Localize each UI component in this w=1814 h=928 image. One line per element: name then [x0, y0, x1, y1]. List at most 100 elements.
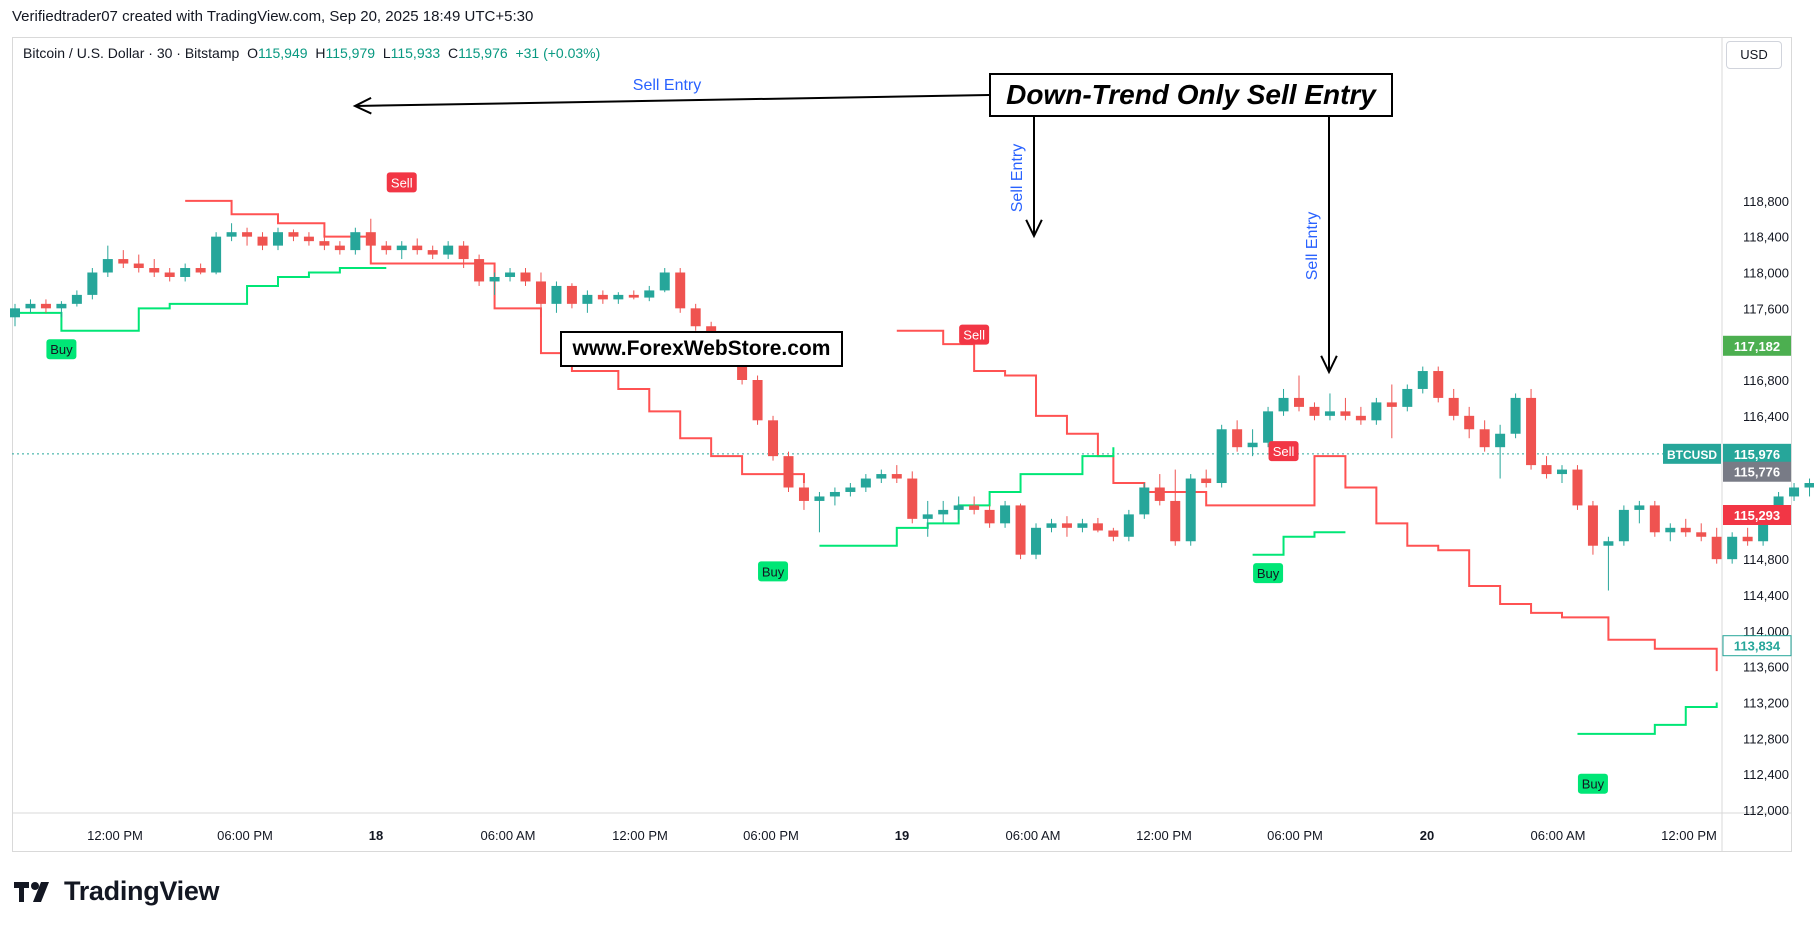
candle	[1665, 527, 1676, 533]
high-value: 115,979	[325, 45, 376, 61]
symbol-label[interactable]: Bitcoin / U.S. Dollar · 30 · Bitstamp	[23, 45, 240, 61]
candle	[87, 272, 98, 295]
sell-entry-label-3: Sell Entry	[1304, 212, 1321, 280]
sell-signal-label: Sell	[1273, 444, 1295, 459]
candle	[1510, 397, 1521, 434]
candle	[1216, 429, 1227, 484]
candle	[690, 308, 701, 327]
price-tag-label: 115,776	[1734, 465, 1780, 480]
candle	[768, 420, 779, 457]
y-tick-label: 116,400	[1743, 409, 1789, 424]
candle	[1464, 415, 1475, 430]
price-tag	[1723, 505, 1791, 526]
candle	[582, 294, 593, 304]
candle	[71, 294, 82, 304]
candle	[1031, 527, 1042, 555]
tradingview-logo[interactable]: TradingView	[14, 876, 220, 907]
candle	[1479, 429, 1490, 448]
candle	[1603, 541, 1614, 546]
candle	[56, 303, 67, 309]
y-tick-label: 113,600	[1743, 660, 1789, 675]
annotation-arrows: Sell Entry Sell Entry Sell Entry	[352, 77, 1338, 375]
candle	[597, 294, 608, 300]
low-value: 115,933	[390, 45, 441, 61]
candle	[1000, 505, 1011, 524]
candle	[675, 272, 686, 309]
candle	[1201, 478, 1212, 484]
buy-signal-label: Buy	[762, 564, 785, 579]
price-tag-label: 113,834	[1734, 639, 1781, 654]
candle	[644, 290, 655, 298]
candle	[10, 308, 20, 318]
candle	[1402, 388, 1413, 407]
candle	[1247, 442, 1258, 448]
candle	[829, 491, 840, 497]
x-tick-label: 06:00 PM	[217, 828, 273, 843]
candle	[1123, 514, 1134, 537]
symbol-price-tag	[1663, 443, 1721, 464]
candle	[938, 509, 949, 515]
buy-signal-badge	[1577, 773, 1608, 794]
candle	[1789, 487, 1800, 497]
candle	[1526, 397, 1537, 466]
candle	[984, 509, 995, 524]
candle	[1077, 523, 1088, 528]
brand-name: TradingView	[64, 876, 220, 906]
buy-signal-label: Buy	[50, 342, 73, 357]
price-tag	[1722, 635, 1792, 657]
candle	[1015, 505, 1026, 555]
candle	[1572, 469, 1583, 506]
candle	[133, 263, 144, 269]
candle	[427, 250, 438, 255]
candle	[613, 294, 624, 300]
y-tick-label: 113,200	[1743, 696, 1789, 711]
candle	[1417, 371, 1428, 389]
candle	[1355, 415, 1366, 421]
candle	[1634, 505, 1645, 510]
x-tick-label: 12:00 PM	[612, 828, 668, 843]
candle	[953, 505, 964, 510]
candle	[1727, 536, 1738, 560]
open-value: 115,949	[257, 45, 308, 61]
price-tag	[1723, 461, 1791, 482]
change-value: +31 (+0.03%)	[515, 45, 601, 61]
candle	[891, 474, 902, 479]
candle	[783, 456, 794, 488]
candle	[1232, 429, 1243, 448]
axes-layer: 118,800 118,400 118,000 117,600 116,800 116,4…	[12, 37, 1792, 852]
y-tick-label: 114,800	[1743, 552, 1789, 567]
y-tick-label: 117,600	[1743, 301, 1789, 316]
y-tick-label: 112,000	[1743, 803, 1789, 818]
candle	[876, 474, 887, 479]
arrow-to-sell-2-head	[1025, 219, 1043, 239]
buy-signal-label: Buy	[1257, 566, 1280, 581]
candle	[226, 232, 237, 237]
candle	[272, 232, 283, 246]
x-tick-label: 12:00 PM	[87, 828, 143, 843]
candle	[334, 245, 345, 251]
currency-button[interactable]: USD	[1726, 41, 1782, 69]
x-tick-label: 12:00 PM	[1661, 828, 1717, 843]
buy-trend-line	[15, 267, 1718, 735]
candle	[1742, 536, 1753, 542]
x-tick-label: 12:00 PM	[1136, 828, 1192, 843]
candle	[474, 259, 485, 282]
candle	[1557, 469, 1567, 475]
candle	[505, 272, 516, 277]
candle	[1046, 523, 1057, 528]
chart-credit: Verifiedtrader07 created with TradingVie…	[12, 8, 534, 25]
price-tag	[1723, 443, 1791, 464]
price-tag-label: 115,976	[1734, 447, 1780, 462]
candle	[1154, 487, 1165, 501]
candle	[860, 478, 871, 488]
price-tag	[1723, 335, 1791, 356]
candle	[102, 259, 113, 273]
candle	[520, 272, 531, 282]
candle	[1618, 509, 1629, 542]
arrow-to-sell-1-head	[352, 96, 372, 115]
candle	[412, 245, 423, 251]
candle	[1340, 411, 1351, 416]
chart-pane[interactable]	[12, 37, 1792, 852]
y-tick-label: 116,800	[1743, 373, 1789, 388]
